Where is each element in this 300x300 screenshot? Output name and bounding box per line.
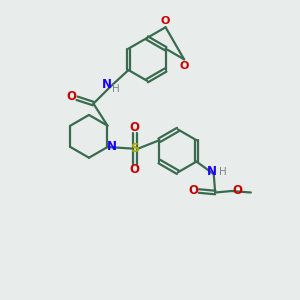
Text: O: O: [188, 184, 198, 196]
Text: O: O: [130, 164, 140, 176]
Text: H: H: [112, 84, 120, 94]
Text: O: O: [161, 16, 170, 26]
Text: N: N: [107, 140, 117, 153]
Text: S: S: [130, 142, 139, 155]
Text: H: H: [219, 167, 226, 177]
Text: O: O: [179, 61, 189, 71]
Text: O: O: [130, 121, 140, 134]
Text: N: N: [207, 165, 217, 178]
Text: N: N: [102, 77, 112, 91]
Text: O: O: [67, 90, 77, 103]
Text: O: O: [232, 184, 242, 196]
